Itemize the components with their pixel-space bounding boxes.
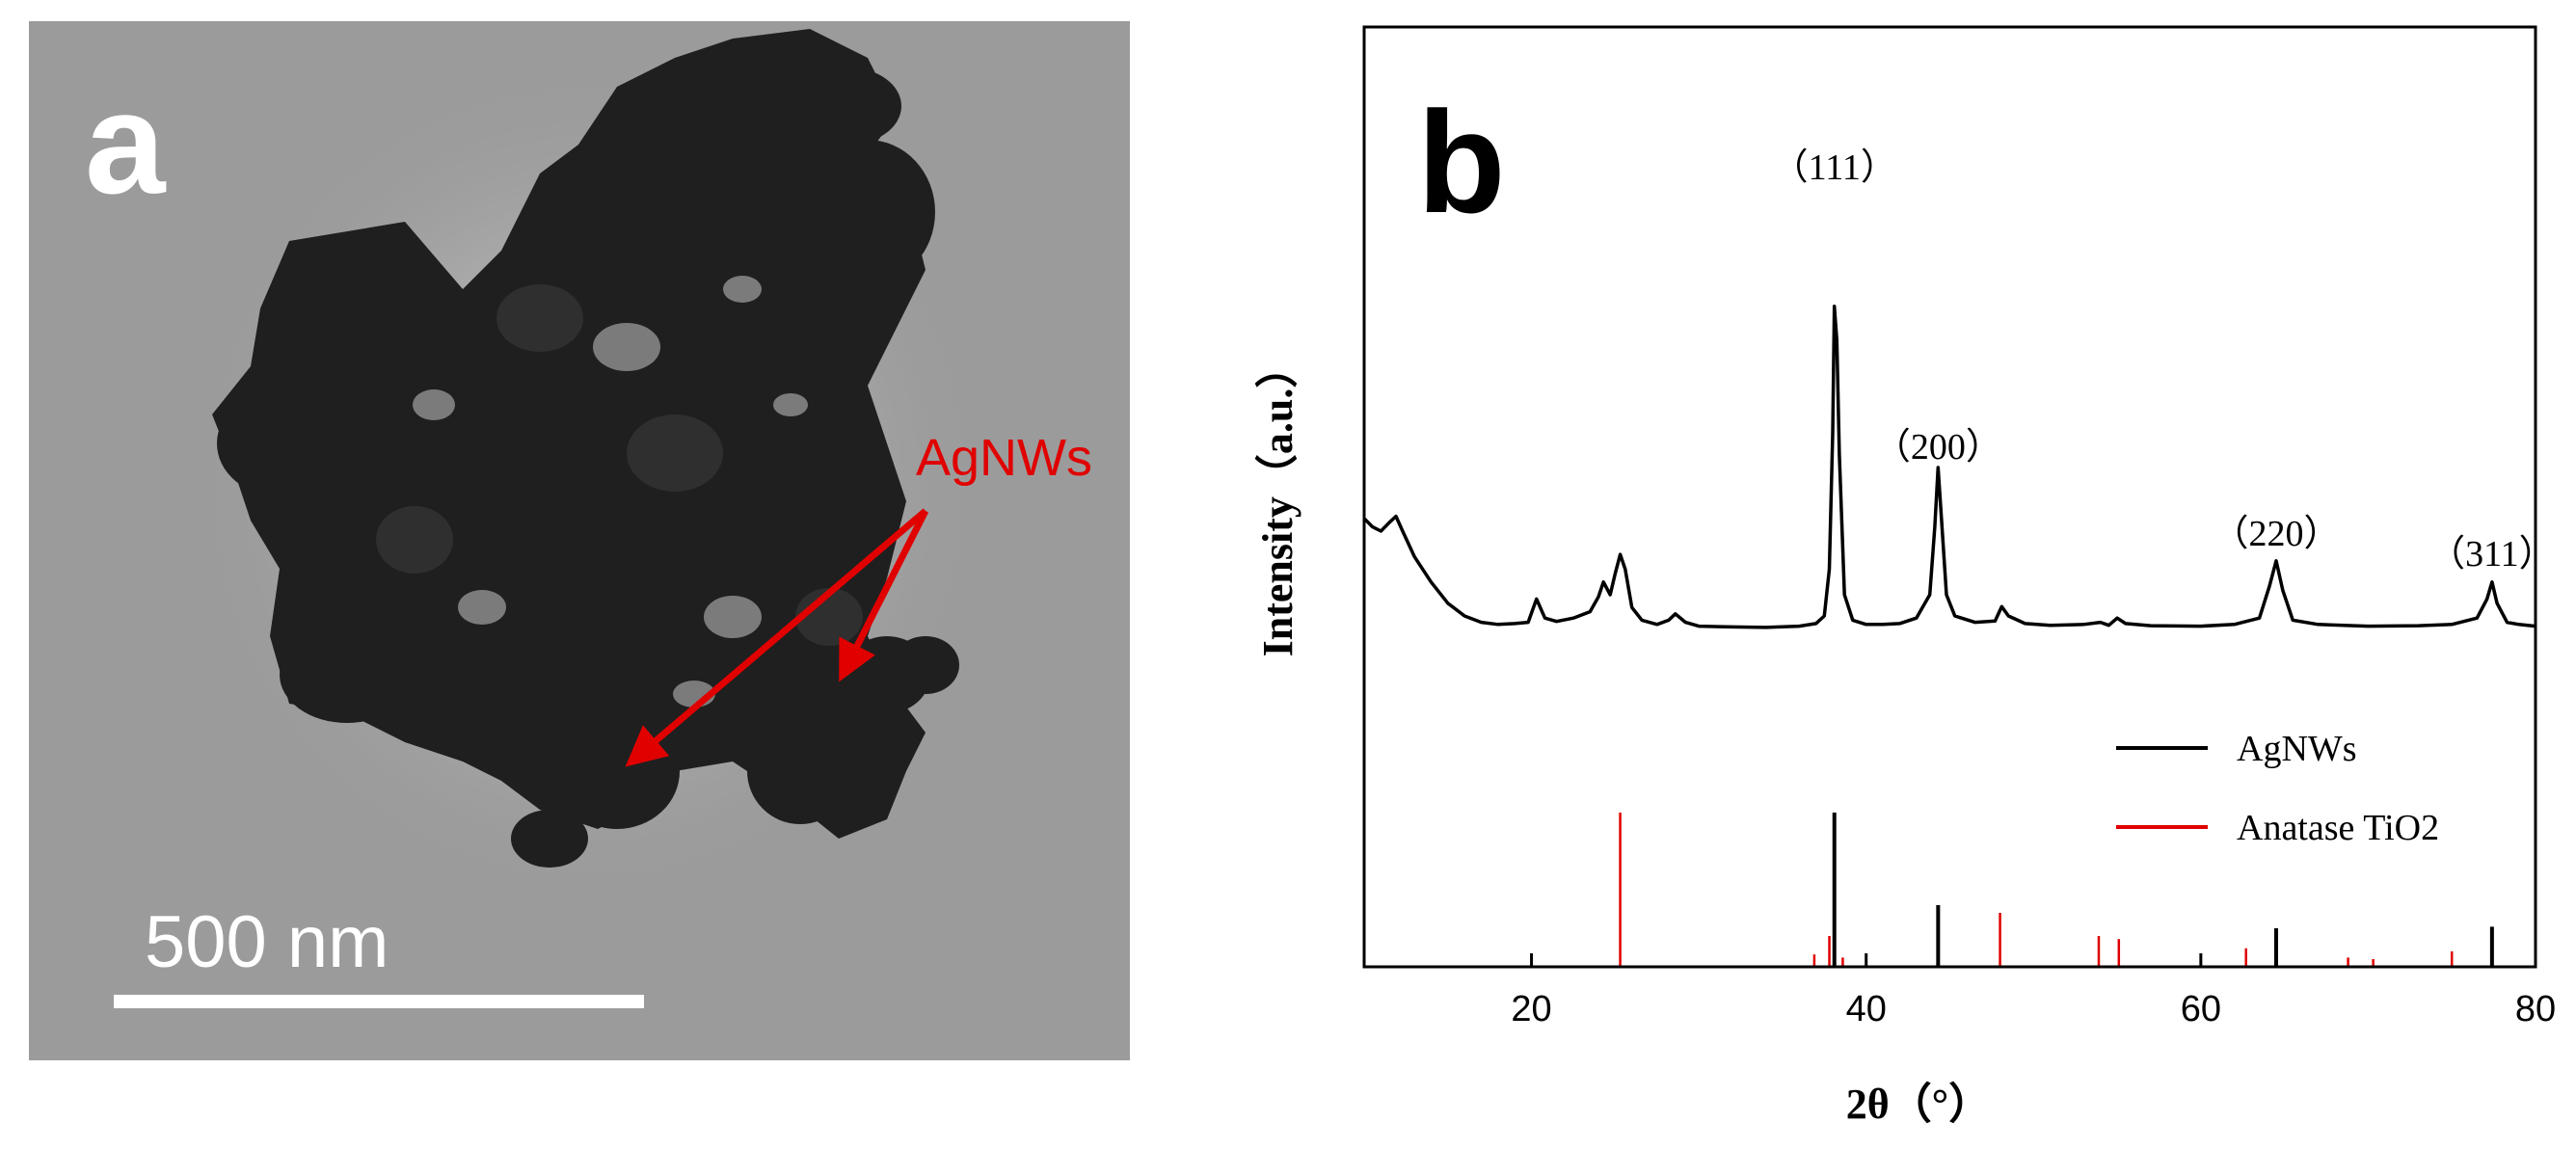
plot-frame	[1362, 25, 2537, 969]
legend-label-anatase-tio2: Anatase TiO2	[2237, 808, 2439, 848]
measured-pattern	[1362, 305, 2536, 629]
x-tick-label-40: 40	[1846, 989, 1887, 1029]
agnws-arrow-1	[625, 508, 928, 767]
particle-aggregate	[212, 29, 959, 868]
peak-labels: （111）（200）（220） （311）	[1772, 147, 2556, 574]
legend-label-agnws: AgNWs	[2237, 729, 2357, 769]
scale-bar	[114, 995, 644, 1008]
x-axis-ticks: 20 40 60 80	[1511, 953, 2556, 1029]
xrd-measured-line	[1362, 305, 2536, 629]
particle-highlights	[376, 284, 863, 646]
peak-label-2: （220）	[2212, 514, 2340, 554]
scale-bar-label: 500 nm	[145, 901, 389, 983]
xrd-chart-panel: b Intensity（a.u.） 2θ（°） 20 40 60 80 （111） （2…	[1254, 25, 2556, 1128]
x-tick-label-80: 80	[2515, 989, 2556, 1029]
legend: AgNWs Anatase TiO2	[2116, 729, 2439, 848]
particle-voids	[413, 276, 808, 708]
agnws-annotation-label: AgNWs	[916, 429, 1092, 487]
x-tick-label-60: 60	[2181, 989, 2221, 1029]
x-tick-label-20: 20	[1511, 989, 1551, 1029]
peak-label-0: （111）	[1772, 147, 1897, 188]
y-axis-label: Intensity（a.u.）	[1254, 346, 1301, 657]
x-axis-label: 2θ（°）	[1846, 1081, 1992, 1128]
peak-label-1: （200）	[1874, 427, 2002, 468]
reference-sticks	[1619, 813, 2494, 967]
agnws-arrow-2	[839, 509, 929, 682]
tem-micrograph-panel: a AgNWs 500 nm	[29, 21, 1130, 1060]
panel-b-letter: b	[1417, 81, 1506, 243]
panel-a-letter: a	[85, 62, 167, 224]
